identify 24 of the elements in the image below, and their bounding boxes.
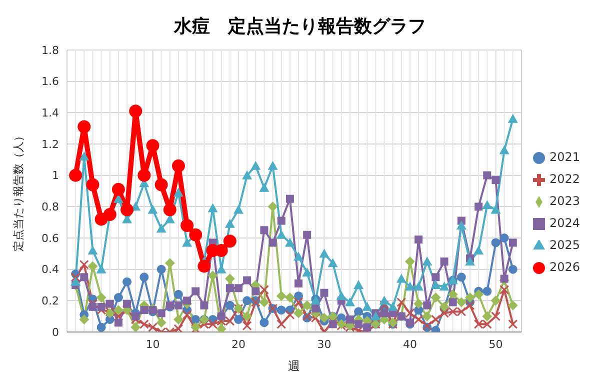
legend-label: 2023 [549, 194, 580, 208]
y-tick-label: 1.6 [42, 75, 59, 88]
x-tick-label: 30 [317, 338, 332, 351]
x-tick-label: 50 [488, 338, 503, 351]
y-tick-label: 1 [52, 169, 59, 182]
legend-label: 2022 [549, 172, 580, 186]
y-tick-label: 1.4 [42, 106, 59, 120]
x-tick-label: 40 [402, 338, 417, 351]
x-axis-title: 週 [288, 359, 300, 373]
y-tick-label: 0 [52, 326, 59, 339]
y-tick-label: 0.6 [42, 232, 59, 245]
legend-label: 2026 [549, 260, 580, 274]
legend-label: 2021 [549, 150, 580, 164]
chart-title: 水痘 定点当たり報告数グラフ [172, 15, 427, 39]
y-tick-label: 0.4 [42, 263, 59, 276]
y-axis-title: 定点当たり報告数（人） [12, 130, 25, 252]
legend-label: 2025 [549, 238, 580, 252]
y-tick-label: 0.2 [42, 294, 59, 308]
x-tick-label: 20 [231, 338, 246, 351]
y-tick-label: 1.8 [42, 44, 59, 57]
x-tick-label: 10 [146, 338, 160, 351]
legend-label: 2024 [549, 216, 580, 230]
y-tick-label: 1.2 [42, 138, 59, 151]
y-tick-label: 0.8 [42, 200, 59, 214]
